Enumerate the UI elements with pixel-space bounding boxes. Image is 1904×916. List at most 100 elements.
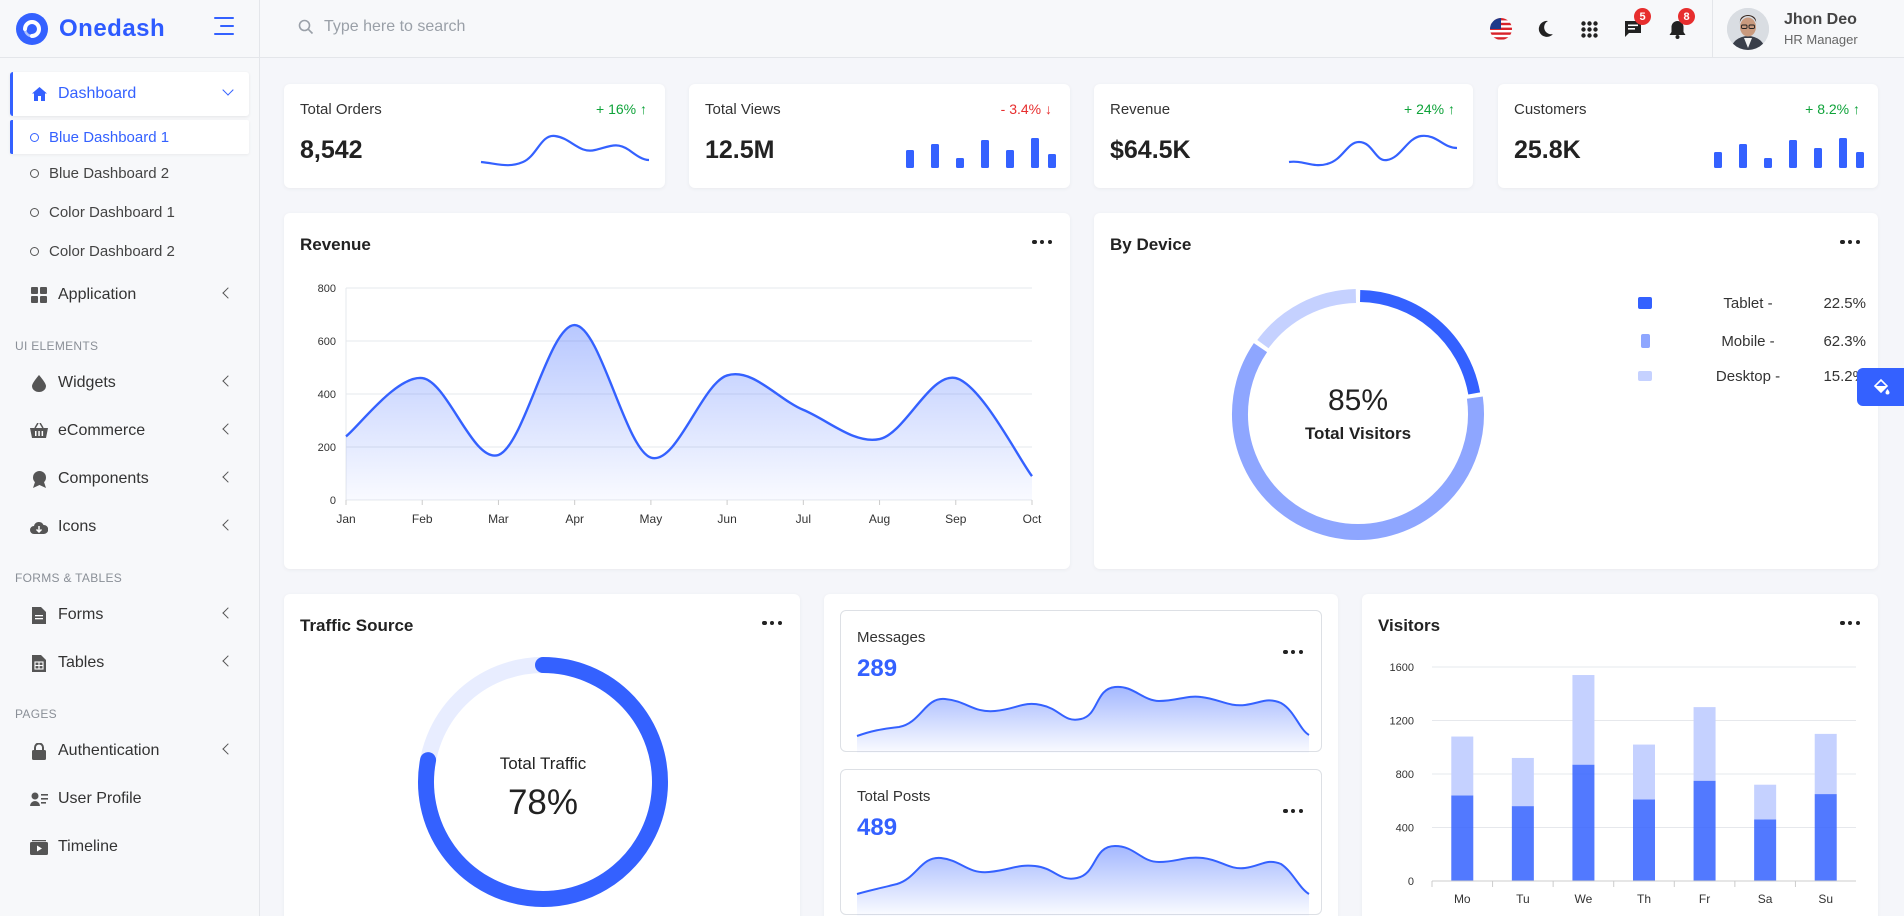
more-options-icon[interactable] [1283, 645, 1303, 659]
x-tick-label: We [1575, 892, 1593, 906]
series-line [345, 323, 1033, 477]
circle-icon [30, 208, 39, 217]
sidebar-item-dashboard[interactable]: Dashboard [10, 72, 249, 116]
search-input[interactable] [324, 18, 624, 36]
sidebar-item-authentication[interactable]: Authentication [0, 727, 259, 775]
sidebar-item-user-profile[interactable]: User Profile [0, 775, 259, 823]
stat-delta-value: + 16% [596, 101, 637, 117]
sidebar-item-label: Icons [58, 518, 97, 535]
chevron-left-icon [222, 743, 234, 755]
more-options-icon[interactable] [1840, 235, 1860, 249]
stat-delta: + 24% ↑ [1404, 101, 1455, 117]
lock-icon [30, 742, 48, 760]
sidebar-item-label: eCommerce [58, 422, 146, 439]
visitors-card: Visitors 0 400 800 1200 1600 Mo Tu We Th Fr Sa Su [1362, 594, 1878, 916]
chevron-left-icon [222, 607, 234, 619]
donut-center-value: 85% [1328, 384, 1388, 417]
stat-value: 8,542 [300, 136, 363, 164]
sidebar-item-forms[interactable]: Forms [0, 591, 259, 639]
sidebar-subitem-blue-dashboard-2[interactable]: Blue Dashboard 2 [0, 154, 259, 193]
y-tick-label: 800 [1396, 769, 1414, 781]
sidebar-item-label: Components [58, 470, 149, 487]
theme-customizer-button[interactable] [1857, 368, 1904, 406]
legend-pct: 22.5% [1823, 294, 1866, 312]
x-tick-label: Mar [488, 512, 509, 526]
by-device-card: By Device 85% Total Visitors Tablet - 22… [1094, 213, 1878, 569]
menu-toggle-icon[interactable] [214, 17, 234, 35]
sidebar: Onedash Dashboard Blue Dashboard 1 Blue … [0, 0, 260, 916]
circle-icon [30, 169, 39, 178]
chevron-left-icon [222, 423, 234, 435]
more-options-icon[interactable] [1283, 804, 1303, 818]
legend-name: Desktop - [1715, 367, 1781, 385]
sidebar-item-label: Dashboard [58, 85, 137, 102]
sidebar-item-application[interactable]: Application [0, 271, 259, 319]
section-label-pages: PAGES [15, 707, 57, 721]
stat-delta: - 3.4% ↓ [1001, 101, 1052, 117]
stat-delta: + 16% ↑ [596, 101, 647, 117]
stat-value: $64.5K [1110, 136, 1191, 164]
gauge-progress [418, 657, 668, 907]
sidebar-subitem-color-dashboard-1[interactable]: Color Dashboard 1 [0, 193, 259, 232]
dark-mode-moon-icon[interactable] [1533, 17, 1557, 41]
user-card-icon [30, 790, 48, 808]
chevron-left-icon [222, 287, 234, 299]
desktop-icon [1638, 371, 1652, 381]
sidebar-subitem-blue-dashboard-1[interactable]: Blue Dashboard 1 [10, 120, 249, 154]
sidebar-subitem-color-dashboard-2[interactable]: Color Dashboard 2 [0, 232, 259, 271]
sidebar-item-ecommerce[interactable]: eCommerce [0, 407, 259, 455]
legend-pct: 62.3% [1823, 332, 1866, 350]
notifications-bell-icon[interactable]: 8 [1665, 8, 1695, 41]
widget-value: 289 [857, 655, 898, 682]
sparkline-total-orders [480, 134, 650, 167]
posts-widget: Total Posts 489 [840, 769, 1322, 916]
sidebar-item-tables[interactable]: Tables [0, 639, 259, 687]
stat-card-customers: Customers + 8.2% ↑ 25.8K [1498, 84, 1878, 188]
paint-bucket-icon [1873, 378, 1889, 395]
sidebar-item-widgets[interactable]: Widgets [0, 359, 259, 407]
brand[interactable]: Onedash [0, 0, 259, 58]
bar-series-1 [1511, 806, 1534, 881]
revenue-area-chart: 0 200 400 600 800 Jan Feb Mar Apr May Jun Jul Aug Sep… [318, 283, 1042, 526]
sidebar-item-components[interactable]: Components [0, 455, 259, 503]
search-bar[interactable] [298, 18, 624, 36]
bar-series-1 [1814, 794, 1837, 881]
apps-grid-icon[interactable] [1577, 17, 1601, 41]
x-tick-label: Oct [1023, 512, 1042, 526]
donut-slice [1359, 290, 1481, 395]
chevron-left-icon [222, 655, 234, 667]
brand-logo-icon [16, 12, 48, 45]
bar-series-2 [1814, 733, 1837, 795]
user-info: Jhon Deo HR Manager [1784, 11, 1858, 47]
user-menu[interactable]: Jhon Deo HR Manager [1712, 0, 1904, 58]
widget-title: Messages [857, 629, 926, 646]
more-options-icon[interactable] [762, 616, 782, 630]
device-donut-chart: 85% Total Visitors [1232, 289, 1484, 540]
sidebar-item-icons[interactable]: Icons [0, 503, 259, 551]
sparkline-total-views [906, 138, 1056, 168]
topbar: 5 8 Jhon Deo HR Manager [260, 0, 1904, 58]
bar-series-2 [1633, 744, 1655, 800]
activity-card: Messages 289 Total Posts 489 [824, 594, 1338, 916]
sidebar-item-timeline[interactable]: Timeline [0, 823, 259, 871]
stat-value: 25.8K [1514, 136, 1581, 164]
bar-series-1 [1633, 799, 1655, 881]
more-options-icon[interactable] [1032, 235, 1052, 249]
legend-tablet: Tablet - 22.5% [1638, 295, 1866, 312]
gauge-label: Total Traffic [500, 754, 587, 773]
grid-icon [30, 286, 48, 304]
language-flag-icon[interactable] [1489, 17, 1513, 41]
messages-icon[interactable]: 5 [1621, 8, 1651, 41]
sidebar-subitem-label: Color Dashboard 2 [49, 243, 175, 260]
x-tick-label: Tu [1516, 892, 1530, 906]
sidebar-item-label: Timeline [58, 838, 118, 855]
x-tick-label: Aug [869, 512, 890, 526]
award-icon [30, 470, 48, 488]
x-tick-label: Jul [796, 512, 811, 526]
sidebar-item-label: User Profile [58, 790, 142, 807]
chevron-left-icon [222, 375, 234, 387]
stat-delta-value: + 8.2% [1805, 101, 1850, 117]
more-options-icon[interactable] [1840, 616, 1860, 630]
legend-pct: 15.2% [1823, 367, 1866, 385]
stat-card-revenue: Revenue + 24% ↑ $64.5K [1094, 84, 1473, 188]
